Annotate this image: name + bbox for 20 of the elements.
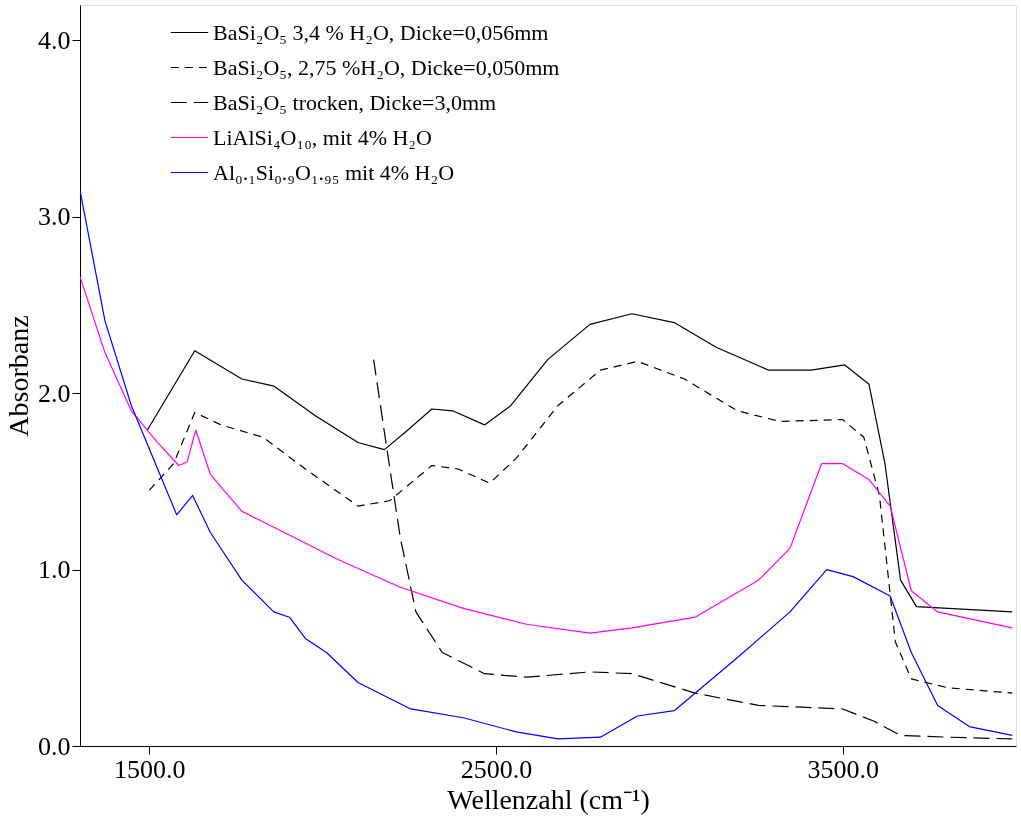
- line-series: [148, 360, 1013, 694]
- y-tick-label: 1.0: [38, 555, 71, 585]
- y-tick-label: 2.0: [38, 378, 71, 408]
- x-tick-label: 1500.0: [114, 754, 186, 784]
- y-tick-label: 0.0: [38, 731, 71, 761]
- line-series: [80, 189, 1013, 740]
- legend-label: BaSi₂O₅ 3,4 % H₂O, Dicke=0,056mm: [213, 19, 549, 45]
- x-axis-title: Wellenzahl (cm⁻¹): [447, 783, 650, 815]
- legend-label: Al₀.₁Si₀.₉O₁.₉₅ mit 4% H₂O: [213, 159, 455, 185]
- y-axis-title: Absorbanz: [3, 315, 34, 437]
- y-tick-label: 4.0: [38, 25, 71, 55]
- legend-label: BaSi₂O₅ trocken, Dicke=3,0mm: [213, 89, 497, 115]
- line-series: [80, 276, 1013, 634]
- legend-label: BaSi₂O₅, 2,75 %H₂O, Dicke=0,050mm: [213, 54, 560, 80]
- line-series: [146, 313, 1013, 613]
- legend-label: LiAlSi₄O₁₀, mit 4% H₂O: [213, 124, 432, 150]
- y-tick-label: 3.0: [38, 202, 71, 232]
- line-series: [373, 359, 1013, 740]
- x-tick-label: 3500.0: [807, 754, 879, 784]
- x-tick-label: 2500.0: [460, 754, 533, 784]
